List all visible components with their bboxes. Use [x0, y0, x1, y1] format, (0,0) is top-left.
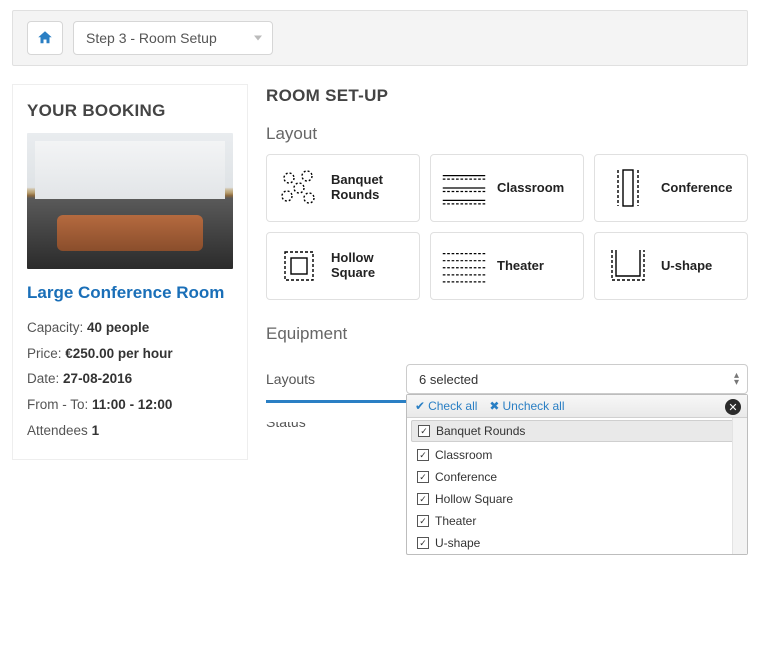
layout-card-label: Theater	[497, 259, 544, 274]
layouts-dropdown: ✔Check all ✖Uncheck all ✕ Banquet Rounds…	[406, 394, 748, 555]
dropdown-option-label: Classroom	[435, 448, 492, 462]
layout-card-conference[interactable]: Conference	[594, 154, 748, 222]
setup-panel: ROOM SET-UP Layout Banquet Rounds Classr…	[266, 84, 748, 460]
layout-card-banquet-rounds[interactable]: Banquet Rounds	[266, 154, 420, 222]
dropdown-option-label: Banquet Rounds	[436, 424, 525, 438]
updown-icon: ▴▾	[734, 372, 739, 386]
booking-panel: YOUR BOOKING Large Conference Room Capac…	[12, 84, 248, 460]
dropdown-list: Banquet Rounds Classroom Conference Hollow …	[407, 418, 747, 554]
date-label: Date:	[27, 371, 59, 386]
layout-card-hollow-square[interactable]: Hollow Square	[266, 232, 420, 300]
layout-grid: Banquet Rounds Classroom Conference Holl…	[266, 154, 748, 300]
checkbox-icon	[417, 515, 429, 527]
capacity-label: Capacity:	[27, 320, 83, 335]
booking-heading: YOUR BOOKING	[27, 101, 233, 121]
layout-card-label: Conference	[661, 181, 733, 196]
date-value: 27-08-2016	[63, 371, 132, 386]
dropdown-option-label: U-shape	[435, 536, 480, 550]
hollow-square-icon	[277, 243, 321, 289]
layout-card-u-shape[interactable]: U-shape	[594, 232, 748, 300]
room-title-link[interactable]: Large Conference Room	[27, 283, 233, 303]
chevron-down-icon	[254, 36, 262, 41]
step-select-label: Step 3 - Room Setup	[86, 30, 217, 46]
attendees-label: Attendees	[27, 423, 88, 438]
x-icon: ✖	[489, 399, 499, 413]
close-dropdown-button[interactable]: ✕	[725, 399, 741, 415]
time-value: 11:00 - 12:00	[92, 397, 172, 412]
dropdown-option-label: Conference	[435, 470, 497, 484]
dropdown-option[interactable]: Theater	[407, 510, 747, 532]
dropdown-option[interactable]: U-shape	[407, 532, 747, 554]
checkbox-icon	[417, 537, 429, 549]
capacity-value: 40 people	[87, 320, 149, 335]
layouts-select[interactable]: 6 selected ▴▾	[406, 364, 748, 394]
layout-section-label: Layout	[266, 124, 748, 144]
layout-card-label: Banquet Rounds	[331, 173, 409, 203]
u-shape-icon	[605, 243, 651, 289]
check-all-link[interactable]: ✔Check all	[415, 399, 477, 413]
price-value: €250.00 per hour	[65, 346, 172, 361]
attendees-value: 1	[92, 423, 100, 438]
content: YOUR BOOKING Large Conference Room Capac…	[0, 66, 760, 460]
checkbox-icon	[418, 425, 430, 437]
setup-heading: ROOM SET-UP	[266, 86, 748, 106]
booking-meta: Capacity: 40 people Price: €250.00 per h…	[27, 315, 233, 443]
layout-card-label: Classroom	[497, 181, 564, 196]
dropdown-option[interactable]: Banquet Rounds	[411, 420, 743, 442]
layout-card-theater[interactable]: Theater	[430, 232, 584, 300]
dropdown-option[interactable]: Conference	[407, 466, 747, 488]
check-icon: ✔	[415, 399, 425, 413]
layout-card-label: Hollow Square	[331, 251, 409, 281]
dropdown-option-label: Hollow Square	[435, 492, 513, 506]
layouts-select-value: 6 selected	[419, 372, 478, 387]
layout-card-label: U-shape	[661, 259, 712, 274]
uncheck-all-link[interactable]: ✖Uncheck all	[489, 399, 564, 413]
dropdown-header: ✔Check all ✖Uncheck all ✕	[407, 395, 747, 418]
theater-icon	[441, 243, 487, 289]
conference-icon	[605, 165, 651, 211]
checkbox-icon	[417, 493, 429, 505]
step-select[interactable]: Step 3 - Room Setup	[73, 21, 273, 55]
time-label: From - To:	[27, 397, 88, 412]
dropdown-option[interactable]: Classroom	[407, 444, 747, 466]
banquet-rounds-icon	[277, 165, 321, 211]
top-bar: Step 3 - Room Setup	[12, 10, 748, 66]
home-icon	[36, 29, 54, 47]
dropdown-option-label: Theater	[435, 514, 476, 528]
checkbox-icon	[417, 471, 429, 483]
classroom-icon	[441, 165, 487, 211]
checkbox-icon	[417, 449, 429, 461]
layout-card-classroom[interactable]: Classroom	[430, 154, 584, 222]
home-button[interactable]	[27, 21, 63, 55]
price-label: Price:	[27, 346, 62, 361]
room-image	[27, 133, 233, 269]
dropdown-option[interactable]: Hollow Square	[407, 488, 747, 510]
layouts-filter-label: Layouts	[266, 371, 406, 387]
equipment-area: Layouts 6 selected ▴▾ Status ✔Check all …	[266, 354, 748, 440]
equipment-section-label: Equipment	[266, 324, 748, 344]
